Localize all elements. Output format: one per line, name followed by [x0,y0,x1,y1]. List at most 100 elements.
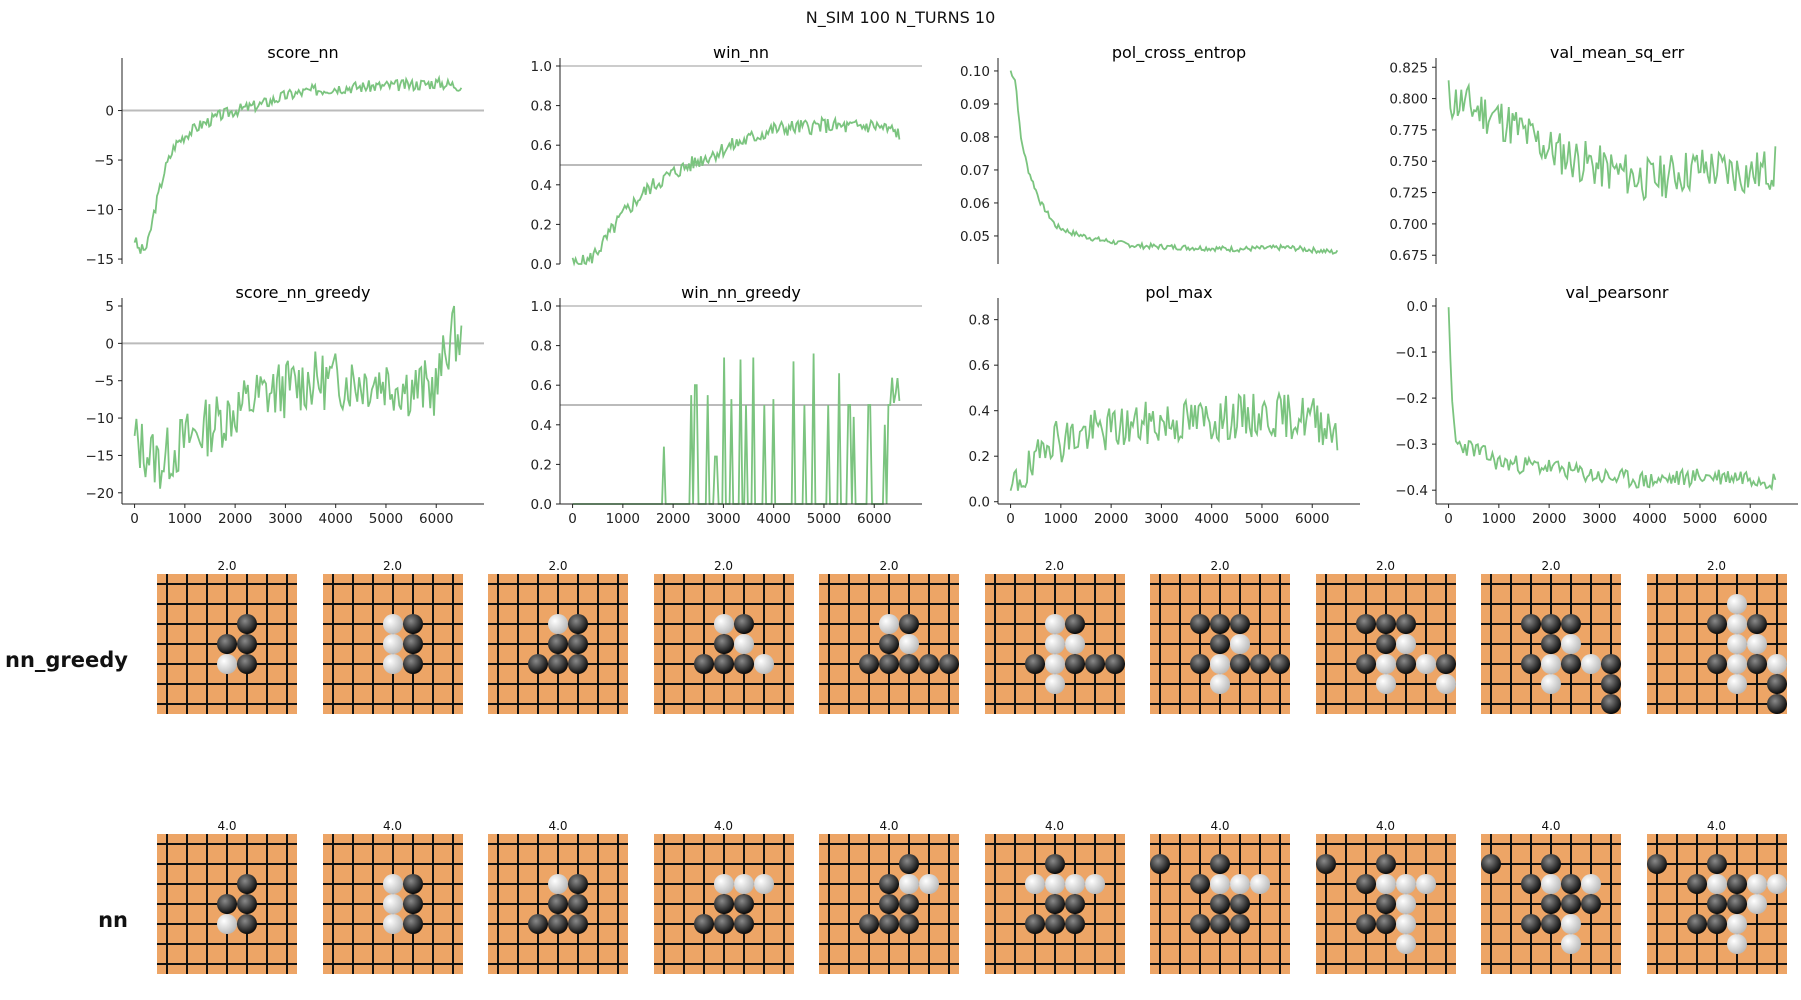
chart-svg-win_nn_greedy: win_nn_greedy 0.0 0.2 0.4 0.6 0.8 1.0 0 1000 2000… [531,283,922,527]
white-stone [1435,674,1456,694]
black-stone [899,654,919,674]
black-stone [528,914,548,934]
black-stone [1521,874,1541,894]
black-stone [237,914,257,934]
black-stone [859,914,879,934]
x-tick-label: 0 [130,511,139,527]
black-stone [568,614,588,634]
x-tick-label: 5000 [369,511,403,527]
black-stone [1601,694,1621,714]
white-stone [1210,674,1230,694]
black-stone [1355,614,1376,634]
white-stone [1541,874,1561,894]
x-tick-label: 4000 [757,511,791,527]
board-score: 4.0 [548,819,568,833]
x-tick-label: 1000 [1044,511,1078,527]
white-stone [713,614,734,634]
black-stone [568,894,588,914]
y-tick-label: 1.0 [531,299,552,315]
black-stone [548,894,568,914]
white-stone [1024,874,1045,894]
board-nn_greedy-5: 2.0 [819,558,959,718]
chart-svg-pol_max: pol_max 0.0 0.2 0.4 0.6 0.8 0 1000 2000 3000 4000 5… [969,283,1360,527]
black-stone [713,914,734,934]
black-stone [1210,894,1230,914]
go-board [1315,834,1456,974]
black-stone [1686,914,1707,934]
board-nn_greedy-3: 2.0 [488,558,628,718]
y-tick-label: 0.8 [531,99,552,115]
chart-title: pol_cross_entrop [1112,43,1246,63]
y-tick-label: 0.750 [1389,154,1428,170]
black-stone [1104,654,1125,674]
go-board [1150,574,1290,714]
x-tick-label: 3000 [268,511,302,527]
white-stone [1230,874,1250,894]
black-stone [1561,614,1581,634]
chart-title: score_nn_greedy [236,283,371,303]
black-stone [859,654,879,674]
black-stone [1726,894,1747,914]
black-stone [1766,694,1787,714]
black-stone [1646,854,1667,874]
chart-svg-val_mean_sq_err: val_mean_sq_err 0.675 0.700 0.725 0.750 0.775… [1389,43,1777,264]
white-stone [1044,674,1065,694]
black-stone [548,654,568,674]
black-stone [1561,654,1581,674]
x-tick-label: 6000 [419,511,453,527]
white-stone [879,614,899,634]
white-stone [1044,614,1065,634]
white-stone [1395,914,1416,934]
black-stone [1686,874,1707,894]
black-stone [1601,654,1621,674]
go-board [1150,834,1290,974]
y-tick-label: −0.2 [1395,391,1428,407]
black-stone [1561,894,1581,914]
black-stone [899,614,919,634]
white-stone [919,874,939,894]
white-stone [753,654,774,674]
black-stone [1746,614,1767,634]
white-stone [1044,634,1065,654]
white-stone [899,634,919,654]
row-label-nn_greedy: nn_greedy [5,648,128,672]
series-line-win_nn [571,115,901,267]
y-tick-label: 0.6 [531,378,552,394]
board-nn-1: 4.0 [157,818,297,978]
board-score: 2.0 [713,559,734,573]
board-score: 4.0 [217,819,237,833]
black-stone [217,634,237,654]
black-stone [1541,614,1561,634]
x-tick-label: 3000 [1582,511,1616,527]
x-tick-label: 0 [1006,511,1015,527]
y-tick-label: 0.09 [960,97,990,113]
white-stone [1726,634,1747,654]
x-tick-label: 0 [1444,511,1453,527]
y-tick-label: 0.08 [960,130,990,146]
y-tick-label: 0.07 [960,163,990,179]
chart-svg-win_nn: win_nn 0.0 0.2 0.4 0.6 0.8 1.0 [531,43,922,273]
white-stone [1561,934,1581,954]
x-tick-label: 1000 [168,511,202,527]
board-nn_greedy-8: 2.0 [1315,558,1456,718]
black-stone [1210,914,1230,934]
y-tick-label: 0.6 [531,138,552,154]
x-tick-label: 4000 [319,511,353,527]
x-tick-label: 2000 [656,511,690,527]
black-stone [402,894,423,914]
x-tick-label: 3000 [706,511,740,527]
black-stone [1541,854,1561,874]
black-stone [237,874,257,894]
y-tick-label: 0.6 [969,358,990,374]
x-tick-label: 6000 [1733,511,1767,527]
black-stone [402,654,423,674]
black-stone [1581,894,1601,914]
black-stone [1706,854,1727,874]
black-stone [568,874,588,894]
x-tick-label: 1000 [1482,511,1516,527]
board-score: 2.0 [1375,559,1396,573]
y-tick-label: 0.775 [1389,123,1428,139]
board-score: 2.0 [382,559,403,573]
black-stone [237,634,257,654]
black-stone [1044,854,1065,874]
